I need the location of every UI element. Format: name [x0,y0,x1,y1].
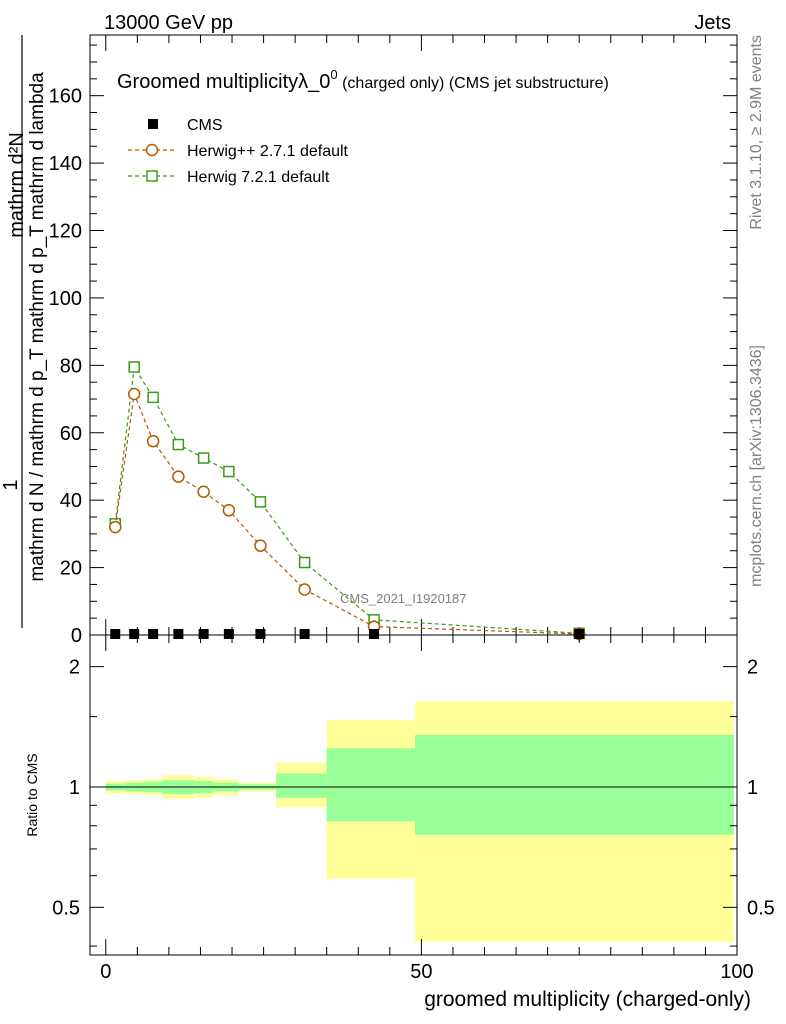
ratio-x-axis: 0 50 100 [100,635,754,983]
ratio-y-axis-label: Ratio to CMS [24,753,40,836]
main-y-tick-label: 20 [60,558,82,580]
series-cms [110,628,585,639]
main-y-tick-label: 0 [71,625,82,647]
ratio-y-tick-label: 1 [69,777,80,799]
data-point-cms [110,628,121,639]
data-point-cms [198,628,209,639]
data-point-cms [223,628,234,639]
ratio-y-tick-label: 0.5 [52,897,80,919]
mcplots-label: mcplots.cern.ch [arXiv:1306.3436] [748,345,765,587]
data-point-herwig7 [197,452,210,464]
data-point-herwigpp [146,434,160,448]
ratio-plot-frame [89,634,738,956]
ratio-y-tick-label: 2 [69,657,80,679]
main-y-tick-label: 60 [60,423,82,445]
main-y-tick-label: 120 [49,221,82,243]
ratio-band-inner [276,773,327,798]
plot-title-small: (charged only) [338,75,445,92]
energy-label: 13000 GeV pp [104,12,233,34]
ratio-x-tick-label: 50 [410,961,432,983]
ratio-y-tick-label-right: 1 [747,777,758,799]
data-point-herwigpp [172,470,185,483]
legend-label-herwig7: Herwig 7.2.1 default [187,169,330,186]
data-point-cms [299,628,310,639]
data-point-herwigpp [127,387,141,401]
legend: CMS Herwig++ 2.7.1 default Herwig 7.2.1 … [128,117,349,186]
main-y-tick-label: 80 [60,355,82,377]
data-point-herwigpp [254,539,267,552]
data-point-cms [574,628,585,639]
data-point-herwig7 [223,465,235,478]
data-point-herwig7 [172,438,185,451]
main-y-axis: 0 20 40 60 80 100 120 140 160 [49,44,737,647]
legend-marker-herwigpp [145,143,159,157]
y-axis-label-denominator: mathrm d N / mathrm d p_T mathrm d p_T m… [27,72,48,582]
series-line [114,391,580,635]
data-point-cms [255,628,266,639]
y-axis-label-top: mathrm d²N [6,132,28,238]
data-point-herwig7 [298,556,311,569]
series-line [114,365,580,634]
plot-title-main: Groomed multiplicityλ_0 [117,71,330,93]
main-y-tick-label: 160 [49,86,82,108]
category-label: Jets [694,12,731,34]
data-point-herwigpp [298,583,311,596]
main-y-tick-label: 100 [49,288,82,310]
y-axis-label-numerator: 1 [0,479,22,490]
data-point-cms [173,628,184,639]
data-point-cms [129,628,140,639]
legend-marker-cms [148,119,158,129]
ratio-x-tick-label: 100 [720,961,753,983]
plot-title: Groomed multiplicityλ_00 (charged only) … [117,67,609,93]
legend-marker-herwig7 [146,170,158,182]
analysis-watermark: CMS_2021_I1920187 [340,591,467,606]
x-axis-label: groomed multiplicity (charged-only) [424,988,751,1011]
data-point-herwigpp [222,504,236,517]
data-point-herwig7 [128,361,140,373]
ratio-y-axis: 0.5 0.5 1 1 2 2 [52,657,775,947]
ratio-y-tick-label-right: 2 [747,657,758,679]
ratio-x-tick-label: 0 [100,961,111,983]
plot-title-suffix: (CMS jet substructure) [444,75,608,92]
data-point-herwig7 [147,391,159,404]
plot-title-sup: 0 [330,67,337,82]
data-point-herwig7 [254,496,267,508]
ratio-bands [105,701,734,942]
ratio-band-inner [415,734,734,835]
main-y-tick-label: 40 [60,490,82,512]
rivet-label: Rivet 3.1.10, ≥ 2.9M events [748,35,765,230]
ratio-band-inner [326,748,416,822]
main-y-tick-label: 140 [49,153,82,175]
data-point-cms [369,628,380,639]
data-point-cms [148,628,159,639]
legend-label-cms: CMS [187,117,223,134]
data-point-herwigpp [197,485,210,498]
ratio-y-tick-label-right: 0.5 [747,897,775,919]
legend-label-herwigpp: Herwig++ 2.7.1 default [187,143,349,160]
data-point-herwigpp [108,520,122,534]
